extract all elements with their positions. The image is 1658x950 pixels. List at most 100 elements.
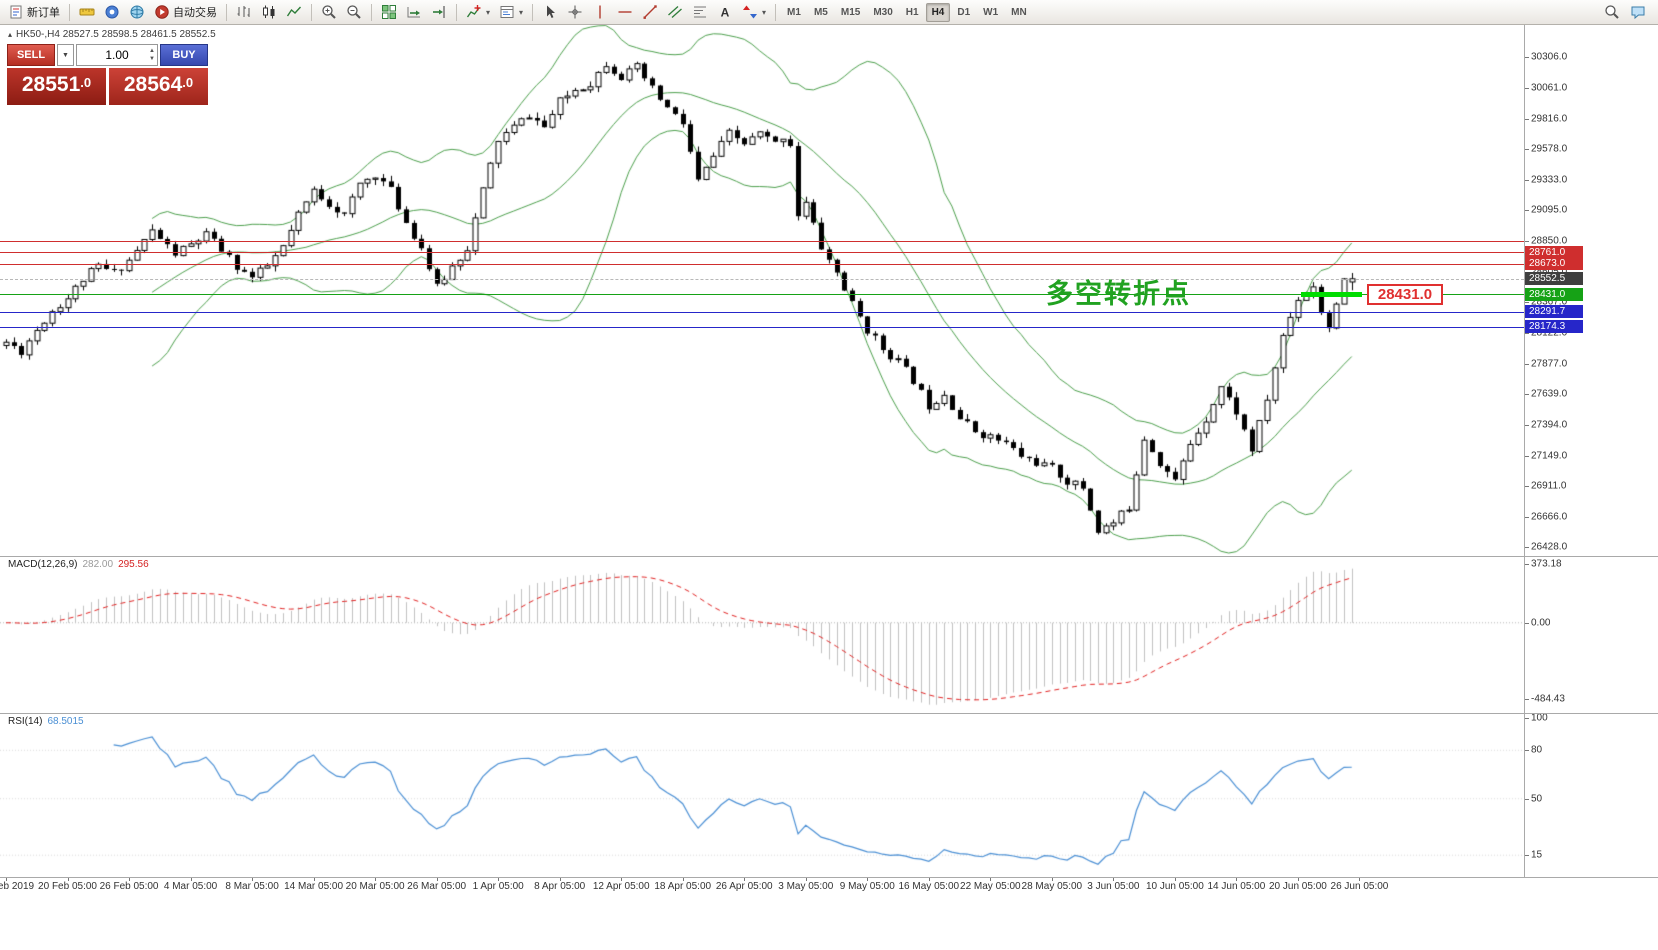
time-axis-label: 14 Mar 05:00 — [284, 881, 344, 892]
time-axis-tickmark — [805, 877, 807, 881]
volume-down-button[interactable]: ▼ — [149, 56, 155, 62]
timeframe-d1-button[interactable]: D1 — [957, 6, 971, 18]
time-axis-label: 14 Jun 05:00 — [1207, 881, 1266, 892]
buy-button[interactable]: BUY — [160, 44, 208, 66]
timeframe-w1-button[interactable]: W1 — [983, 6, 999, 18]
pivot-line-28431[interactable] — [0, 294, 1524, 296]
price-callout-label[interactable]: 28431.0 — [1367, 284, 1443, 305]
chart-annotation-text[interactable]: 多空转折点 — [1046, 279, 1191, 309]
timeframe-m1-button[interactable]: M1 — [787, 6, 801, 18]
tile-icon — [381, 4, 397, 20]
data-window-button[interactable] — [100, 2, 124, 23]
chart-candles-button[interactable] — [257, 2, 281, 23]
support-line-28174[interactable] — [0, 326, 1524, 328]
text-tool-button[interactable] — [713, 2, 737, 23]
chart-shift-button[interactable] — [427, 2, 451, 23]
trendline-button[interactable] — [638, 2, 662, 23]
time-axis-label: 26 Feb 05:00 — [99, 881, 159, 892]
templates-button[interactable]: ▾ — [495, 2, 527, 23]
support-line-28291[interactable] — [0, 311, 1524, 313]
time-axis-tickmark — [6, 877, 7, 881]
timeframe-h1-button[interactable]: H1 — [905, 6, 919, 18]
time-axis-tickmark — [498, 877, 500, 881]
price-highlight-segment[interactable] — [1301, 292, 1362, 297]
rsi-title: RSI(14) — [8, 716, 43, 727]
toolbar-separator — [532, 3, 534, 21]
time-axis-label: 12 Apr 05:00 — [592, 881, 650, 892]
sell-price-box[interactable]: 28551 .0 — [7, 68, 106, 105]
order-type-dropdown[interactable]: ▼ — [57, 44, 74, 66]
time-axis-label: 26 Jun 05:00 — [1330, 881, 1389, 892]
price-axis-divider[interactable] — [1524, 25, 1525, 877]
time-axis-tickmark — [67, 877, 69, 881]
crosshair-button[interactable] — [563, 2, 587, 23]
equidistant-channel-button[interactable] — [663, 2, 687, 23]
time-axis-label: 9 May 05:00 — [839, 881, 895, 892]
time-axis-tickmark — [129, 877, 131, 881]
macd-axis-tickmark — [1524, 622, 1529, 624]
price-axis-tick: 27877.0 — [1531, 358, 1568, 370]
timeframe-m30-button[interactable]: M30 — [873, 6, 893, 18]
timeframe-mn-button[interactable]: MN — [1011, 6, 1027, 18]
toolbar-separator — [371, 3, 372, 21]
chat-button[interactable] — [1626, 2, 1650, 23]
timeframe-m5-button[interactable]: M5 — [813, 6, 828, 18]
auto-scroll-button[interactable] — [402, 2, 426, 23]
linechart-icon — [286, 4, 302, 20]
price-axis-tickmark — [1524, 119, 1529, 121]
horizontal-line-button[interactable] — [613, 2, 637, 23]
time-axis-label: 26 Mar 05:00 — [407, 881, 467, 892]
zoom-out-button[interactable] — [342, 2, 366, 23]
resistance-line-28673[interactable] — [0, 263, 1524, 265]
time-axis-tickmark — [928, 877, 930, 881]
vertical-line-button[interactable] — [588, 2, 612, 23]
timeframe-m15-button[interactable]: M15 — [840, 6, 861, 18]
panel-divider-macd-rsi[interactable] — [0, 713, 1658, 714]
chart-bars-button[interactable] — [232, 2, 256, 23]
chevron-down-icon: ▾ — [762, 7, 767, 17]
time-axis-label: 16 May 05:00 — [898, 881, 960, 892]
search-button[interactable] — [1600, 2, 1624, 23]
autoscroll-icon — [406, 4, 422, 20]
time-axis-label: 20 Jun 05:00 — [1268, 881, 1327, 892]
bid-price-line[interactable] — [0, 278, 1524, 280]
price-axis-tickmark — [1524, 241, 1529, 243]
time-axis-tickmark — [744, 877, 746, 881]
price-axis-tickmark — [1524, 180, 1529, 182]
volume-input[interactable]: 1.00 ▲ ▼ — [76, 44, 158, 66]
rsi-indicator-label: RSI(14) 68.5015 — [8, 716, 84, 727]
price-axis-tick: 30061.0 — [1531, 82, 1568, 94]
panel-divider-main-macd[interactable] — [0, 556, 1658, 557]
time-axis-tickmark — [1113, 877, 1115, 881]
market-watch-button[interactable] — [75, 2, 99, 23]
time-axis-tickmark — [313, 877, 315, 881]
chevron-down-icon: ▾ — [486, 7, 491, 17]
tile-windows-button[interactable] — [377, 2, 401, 23]
indicators-button[interactable]: ▾ — [462, 2, 494, 23]
cursor-button[interactable] — [538, 2, 562, 23]
search-icon — [1604, 4, 1620, 20]
resistance-line-28761[interactable] — [0, 252, 1524, 254]
arrows-tool-button[interactable]: ▾ — [738, 2, 770, 23]
vline-icon — [592, 4, 608, 20]
sell-button[interactable]: SELL — [7, 44, 55, 66]
time-axis-tickmark — [190, 877, 192, 881]
price-axis-tickmark — [1524, 333, 1529, 335]
timeframe-h4-button[interactable]: H4 — [925, 2, 951, 22]
volume-up-button[interactable]: ▲ — [149, 48, 155, 54]
fibonacci-button[interactable] — [688, 2, 712, 23]
new-order-button[interactable]: 新订单 — [4, 2, 64, 23]
panel-divider-rsi-timeaxis — [0, 877, 1658, 878]
navigator-button[interactable] — [125, 2, 149, 23]
autotrading-button[interactable]: 自动交易 — [150, 2, 221, 23]
price-axis-tickmark — [1524, 210, 1529, 212]
buy-price-box[interactable]: 28564 .0 — [109, 68, 208, 105]
resistance-line-28850[interactable] — [0, 241, 1524, 243]
rsi-axis-label: 80 — [1531, 744, 1543, 756]
toolbar-separator — [311, 3, 312, 21]
chart-line-button[interactable] — [282, 2, 306, 23]
zoom-in-button[interactable] — [317, 2, 341, 23]
macd-axis-tickmark — [1524, 563, 1529, 565]
